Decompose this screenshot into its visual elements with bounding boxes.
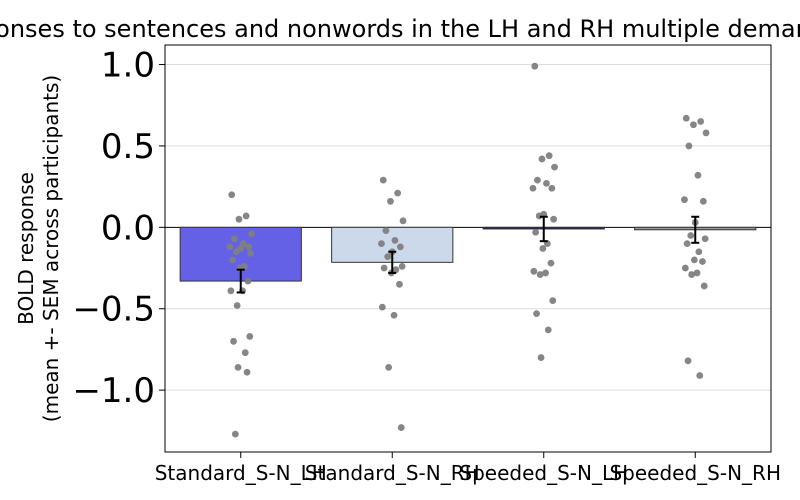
y-axis-ticks: 1.0 0.5 0.0 −0.5 −1.0 (72, 46, 165, 411)
data-point-4-13 (695, 248, 703, 256)
data-point-4-16 (681, 264, 689, 272)
data-point-2-4 (399, 217, 407, 225)
data-point-1-24 (231, 430, 239, 438)
data-point-4-21 (696, 372, 704, 379)
data-point-4-19 (700, 282, 708, 290)
plot-area-frame (164, 44, 772, 453)
x-axis-ticks: Standard_S-N_LHStandard_S-N_RHSpeeded_S-… (155, 452, 781, 485)
data-point-3-16 (530, 267, 538, 275)
data-point-4-8 (699, 197, 707, 205)
error-bars (236, 215, 700, 294)
data-point-2-5 (382, 227, 390, 234)
data-point-4-4 (702, 129, 710, 137)
data-point-4-5 (685, 142, 693, 150)
data-point-2-19 (397, 424, 405, 431)
data-point-2-17 (390, 311, 398, 319)
y-axis-label: BOLD response (mean +- SEM across partic… (14, 75, 63, 422)
y-tick-label-2: 0.0 (101, 208, 155, 248)
data-point-4-2 (697, 118, 705, 125)
data-point-1-1 (228, 191, 236, 199)
data-point-1-22 (234, 363, 242, 371)
data-point-4-20 (684, 357, 692, 365)
data-point-2-15 (396, 280, 403, 288)
data-point-1-15 (244, 277, 252, 285)
data-point-4-11 (701, 235, 709, 243)
data-point-1-16 (227, 287, 235, 295)
data-point-3-18 (536, 271, 544, 278)
data-point-2-1 (379, 176, 387, 184)
data-point-4-17 (693, 269, 701, 277)
data-point-4-10 (687, 232, 695, 239)
data-point-1-4 (248, 230, 255, 238)
y-tick-label-1: 0.5 (101, 127, 155, 167)
data-point-1-23 (243, 368, 251, 376)
data-point-3-21 (544, 326, 552, 334)
data-point-3-17 (542, 269, 549, 277)
y-axis-label-line1: BOLD response (14, 172, 38, 325)
data-point-2-18 (385, 363, 393, 371)
data-point-1-7 (226, 243, 234, 251)
x-tick-label-1: Standard_S-N_LH (155, 461, 327, 485)
data-point-3-1 (531, 62, 539, 70)
data-point-3-8 (548, 184, 556, 192)
y-axis-label-line2: (mean +- SEM across participants) (39, 75, 63, 422)
data-point-3-20 (533, 310, 540, 318)
data-point-3-22 (537, 354, 545, 361)
y-tick-label-3: −0.5 (72, 290, 155, 330)
data-point-1-18 (233, 302, 241, 309)
y-tick-label-4: −1.0 (72, 371, 155, 411)
data-point-3-11 (550, 215, 558, 223)
data-point-1-2 (242, 212, 250, 220)
data-point-1-11 (247, 249, 255, 257)
data-point-4-7 (681, 196, 688, 204)
data-point-3-7 (529, 184, 537, 192)
data-point-3-6 (543, 179, 550, 187)
data-point-1-20 (230, 337, 237, 345)
x-tick-label-2: Standard_S-N_RH (305, 461, 480, 485)
data-point-2-11 (398, 263, 406, 270)
data-point-4-6 (694, 171, 702, 179)
grid (165, 64, 771, 391)
data-point-4-3 (690, 121, 697, 129)
data-point-3-19 (549, 297, 557, 304)
chart-title: BOLD responses to sentences and nonwords… (0, 15, 800, 43)
data-point-1-12 (229, 256, 237, 264)
data-point-2-12 (380, 264, 388, 272)
data-point-2-3 (387, 197, 394, 205)
data-point-2-6 (391, 236, 399, 244)
data-point-3-4 (551, 163, 558, 171)
data-point-3-5 (534, 176, 541, 184)
data-point-4-1 (682, 114, 690, 122)
data-point-3-14 (539, 245, 547, 252)
data-point-3-15 (547, 259, 555, 267)
data-point-3-12 (532, 228, 540, 236)
data-point-3-3 (538, 155, 546, 163)
data-points (226, 62, 710, 438)
data-point-1-8 (245, 243, 253, 251)
data-point-1-19 (246, 333, 254, 340)
data-point-1-21 (241, 349, 249, 357)
data-point-1-10 (232, 248, 240, 256)
y-tick-label-0: 1.0 (101, 46, 155, 86)
data-point-2-8 (396, 243, 404, 251)
data-point-2-2 (394, 189, 402, 197)
x-tick-label-4: Speeded_S-N_RH (609, 461, 781, 485)
data-point-3-2 (545, 152, 553, 160)
data-point-2-10 (384, 253, 392, 261)
data-point-4-14 (690, 256, 698, 264)
data-point-4-12 (683, 240, 691, 248)
data-point-1-5 (231, 235, 238, 243)
data-point-2-7 (378, 240, 385, 248)
x-tick-label-3: Speeded_S-N_LH (459, 461, 628, 485)
data-point-1-3 (235, 215, 243, 223)
data-point-4-18 (688, 271, 696, 278)
data-point-4-15 (699, 258, 706, 265)
bars (179, 226, 757, 282)
data-point-2-16 (378, 303, 386, 311)
